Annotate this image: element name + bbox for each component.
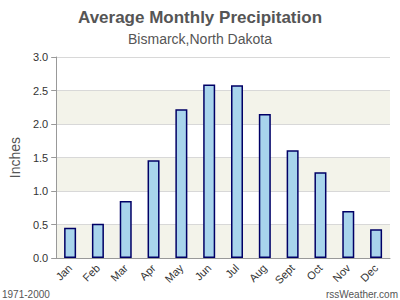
svg-text:Inches: Inches <box>7 137 23 178</box>
svg-text:Dec: Dec <box>358 261 381 284</box>
svg-text:Bismarck,North Dakota: Bismarck,North Dakota <box>128 31 272 47</box>
svg-text:3.0: 3.0 <box>33 51 48 63</box>
svg-text:Nov: Nov <box>330 261 353 284</box>
svg-text:Feb: Feb <box>80 262 102 284</box>
svg-text:Average Monthly Precipitation: Average Monthly Precipitation <box>78 8 322 27</box>
svg-text:Aug: Aug <box>247 262 269 284</box>
svg-text:1.0: 1.0 <box>33 185 48 197</box>
svg-text:0.5: 0.5 <box>33 219 48 231</box>
svg-text:0.0: 0.0 <box>33 252 48 264</box>
svg-text:Mar: Mar <box>108 262 130 284</box>
svg-text:May: May <box>162 261 186 285</box>
svg-text:2.0: 2.0 <box>33 118 48 130</box>
svg-text:Jan: Jan <box>53 262 74 283</box>
svg-text:1.5: 1.5 <box>33 152 48 164</box>
svg-text:Oct: Oct <box>304 262 325 283</box>
svg-text:2.5: 2.5 <box>33 85 48 97</box>
svg-text:Sept: Sept <box>272 262 296 286</box>
svg-text:1971-2000: 1971-2000 <box>2 289 50 300</box>
svg-text:Jul: Jul <box>223 262 241 280</box>
svg-text:Apr: Apr <box>137 262 158 283</box>
svg-text:rssWeather.com: rssWeather.com <box>326 289 398 300</box>
svg-text:Jun: Jun <box>192 262 213 283</box>
